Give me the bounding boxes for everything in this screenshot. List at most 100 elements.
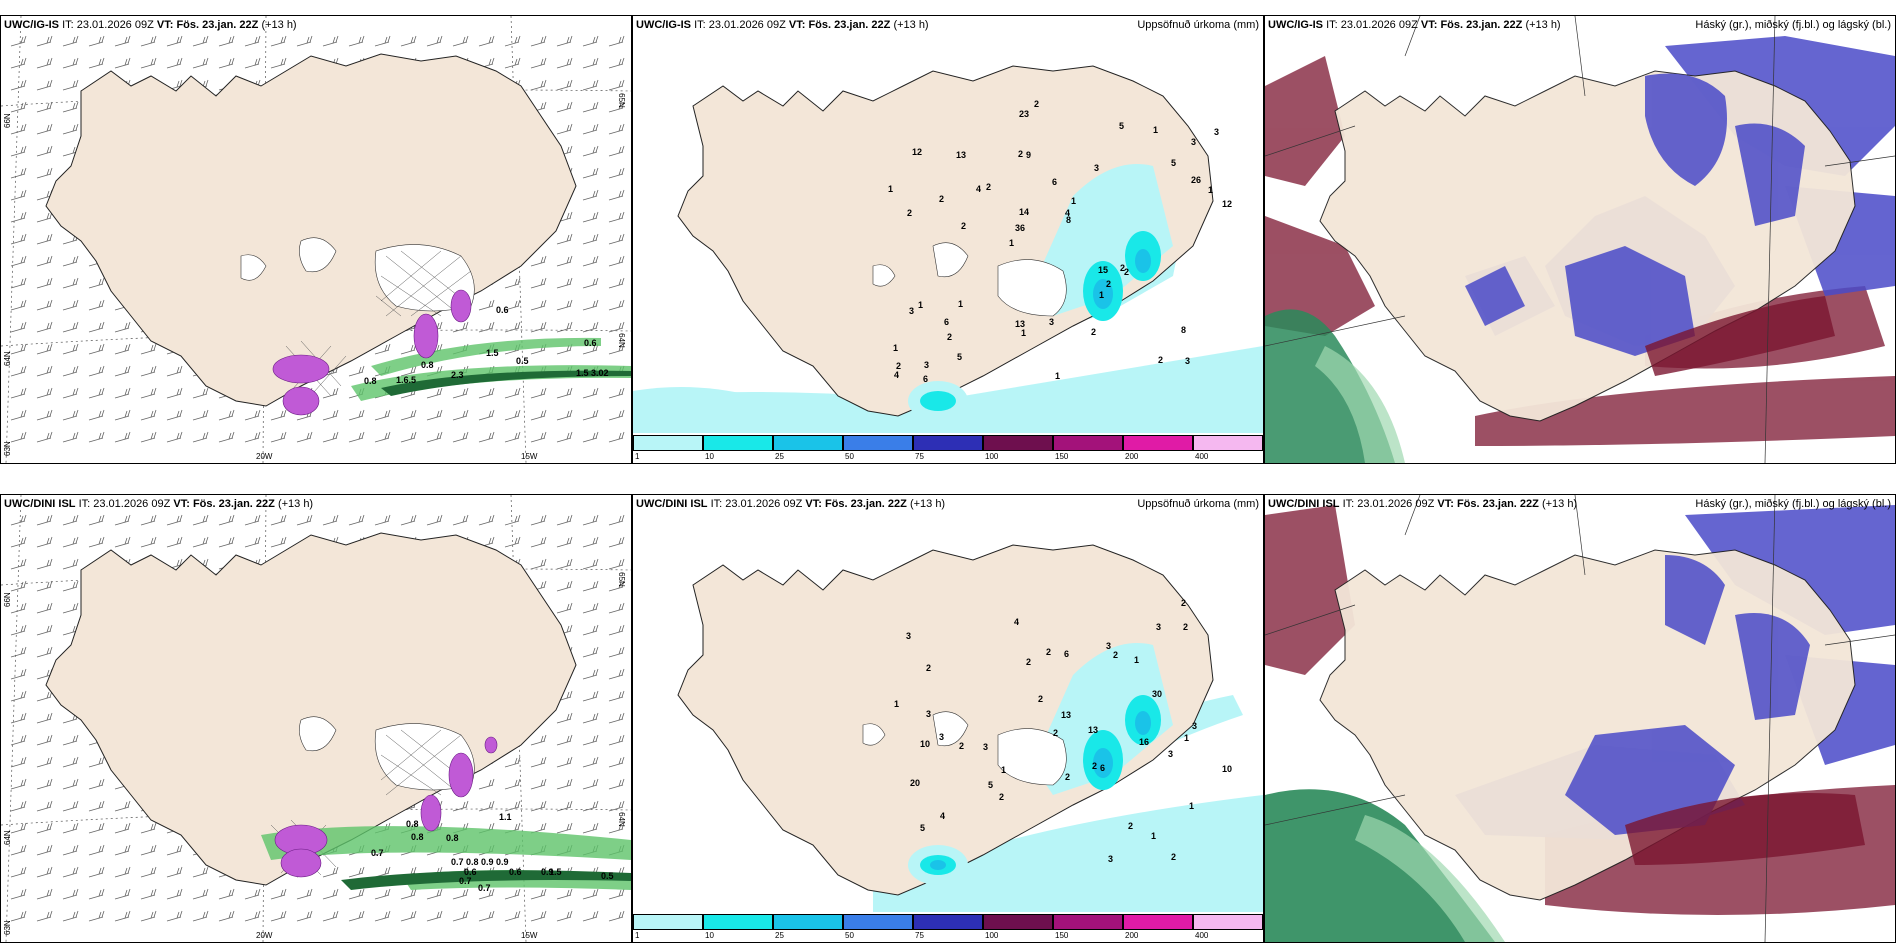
- wind-barb: [556, 255, 573, 267]
- wind-barb: [10, 189, 27, 201]
- wind-barb: [348, 35, 365, 47]
- precip-value: 9: [1026, 150, 1031, 160]
- wind-barb: [192, 910, 209, 922]
- wind-barb: [36, 409, 53, 421]
- wind-barb: [556, 321, 573, 333]
- precip-value: 6: [923, 374, 928, 384]
- wind-barb: [36, 145, 53, 157]
- wind-barb: [452, 35, 469, 47]
- wind-barb: [504, 800, 521, 812]
- wind-barb: [62, 299, 79, 311]
- colorbar-cell: [1123, 914, 1193, 930]
- precip-value: 13: [1088, 725, 1098, 735]
- precip-value: 1: [1055, 371, 1060, 381]
- wind-barb: [270, 431, 287, 443]
- wind-barb: [166, 888, 183, 900]
- wind-barb: [374, 343, 391, 355]
- wind-barb: [166, 514, 183, 526]
- wind-barb: [62, 409, 79, 421]
- wind-barb: [10, 35, 27, 47]
- wind-barb: [530, 822, 547, 834]
- wind-barb: [10, 299, 27, 311]
- wind-barb: [10, 734, 27, 746]
- precip-value: 12: [1222, 199, 1232, 209]
- wind-barb: [608, 431, 625, 443]
- wind-barb: [504, 536, 521, 548]
- wind-barb: [582, 123, 599, 135]
- wind-barb: [374, 35, 391, 47]
- precip-value: 6: [944, 317, 949, 327]
- precip-value: 2: [1181, 598, 1186, 608]
- wind-barb: [608, 646, 625, 658]
- wind-panel-bottom: 0.7 1.1 0.8 0.8 0.7 0.8 0.9 0.9 0.7 0.6 …: [0, 494, 632, 943]
- precip-value: 10: [1222, 764, 1232, 774]
- wind-barb: [556, 800, 573, 812]
- wind-barb: [582, 35, 599, 47]
- wind-barb: [400, 409, 417, 421]
- wind-barb: [608, 343, 625, 355]
- wind-barb: [608, 189, 625, 201]
- wind-barb: [582, 734, 599, 746]
- colorbar-cell: [913, 914, 983, 930]
- wind-barb: [556, 233, 573, 245]
- wind-barb: [10, 255, 27, 267]
- wind-barb: [452, 321, 469, 333]
- colorbar-tick: 100: [985, 931, 999, 940]
- wind-barb: [452, 800, 469, 812]
- precip-value: 1: [893, 343, 898, 353]
- svg-text:1.5: 1.5: [549, 867, 562, 877]
- wind-barb: [582, 387, 599, 399]
- lon-label-20: 20W: [256, 931, 273, 940]
- panel-header: UWC/IG-IS IT: 23.01.2026 09Z VT: Fös. 23…: [1268, 19, 1561, 31]
- wind-barb: [88, 822, 105, 834]
- cloud-panel-top: UWC/IG-IS IT: 23.01.2026 09Z VT: Fös. 23…: [1264, 15, 1896, 464]
- colorbar-cell: [843, 914, 913, 930]
- precip-value: 4: [1065, 208, 1070, 218]
- wind-barb: [582, 800, 599, 812]
- wind-barb: [582, 822, 599, 834]
- wind-barb: [426, 888, 443, 900]
- wind-barb: [270, 888, 287, 900]
- svg-text:0.8: 0.8: [421, 360, 434, 370]
- wind-barb: [374, 514, 391, 526]
- wind-barb: [62, 756, 79, 768]
- wind-barb: [10, 888, 27, 900]
- wind-barb: [10, 756, 27, 768]
- wind-barb: [10, 690, 27, 702]
- wind-barb: [10, 79, 27, 91]
- wind-barb: [36, 79, 53, 91]
- wind-barb: [556, 277, 573, 289]
- wind-barb: [296, 910, 313, 922]
- wind-barb: [36, 255, 53, 267]
- colorbar-tick: 50: [845, 931, 854, 940]
- precip-value: 3: [926, 709, 931, 719]
- precip-value: 2: [1026, 657, 1031, 667]
- precip-value: 30: [1152, 689, 1162, 699]
- wind-barb: [192, 866, 209, 878]
- svg-text:0.8: 0.8: [364, 376, 377, 386]
- wind-barb: [88, 35, 105, 47]
- wind-barb: [36, 123, 53, 135]
- precip-value: 1: [1099, 290, 1104, 300]
- wind-barb: [10, 778, 27, 790]
- wind-barb: [608, 668, 625, 680]
- precip-value: 10: [920, 739, 930, 749]
- wind-barb: [10, 866, 27, 878]
- wind-barb: [582, 778, 599, 790]
- svg-text:0.6: 0.6: [496, 305, 509, 315]
- wind-barb: [10, 668, 27, 680]
- wind-barb: [114, 343, 131, 355]
- wind-barb: [530, 734, 547, 746]
- wind-barb: [140, 910, 157, 922]
- wind-barb: [140, 536, 157, 548]
- wind-barb: [36, 734, 53, 746]
- wind-barb: [270, 536, 287, 548]
- wind-barb: [582, 624, 599, 636]
- wind-barb: [166, 910, 183, 922]
- wind-barb: [608, 690, 625, 702]
- svg-text:1.5: 1.5: [486, 348, 499, 358]
- lat-label-right-64: 64N: [617, 812, 627, 827]
- wind-barb: [504, 277, 521, 289]
- wind-barb: [530, 299, 547, 311]
- wind-barb: [166, 35, 183, 47]
